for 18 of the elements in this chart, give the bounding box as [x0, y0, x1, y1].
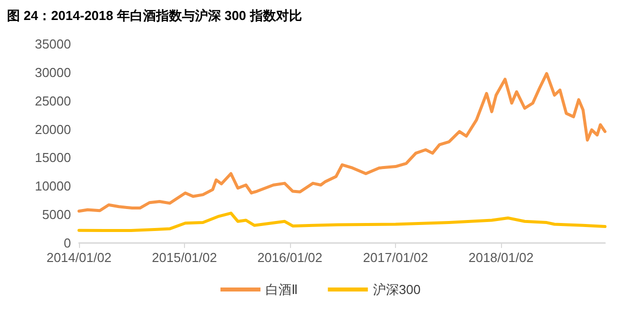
legend-label: 沪深300: [372, 282, 421, 297]
x-tick-label: 2018/01/02: [468, 250, 534, 265]
x-tick-label: 2014/01/02: [46, 250, 112, 265]
x-tick-label: 2017/01/02: [363, 250, 428, 265]
legend-label: 白酒Ⅱ: [265, 282, 298, 297]
y-tick-label: 20000: [34, 122, 71, 137]
chart-title: 图 24：2014-2018 年白酒指数与沪深 300 指数对比: [7, 8, 302, 23]
y-tick-label: 25000: [34, 93, 71, 108]
y-tick-label: 30000: [34, 64, 71, 80]
y-tick-label: 5000: [42, 207, 71, 222]
y-tick-label: 10000: [34, 178, 71, 194]
line-series: [78, 212, 606, 232]
x-tick-label: 2016/01/02: [257, 250, 322, 265]
y-tick-label: 15000: [34, 150, 71, 166]
line-series: [78, 72, 606, 213]
y-tick-label: 35000: [34, 36, 71, 52]
x-tick-label: 2015/01/02: [152, 250, 217, 265]
y-tick-label: 0: [64, 236, 71, 250]
